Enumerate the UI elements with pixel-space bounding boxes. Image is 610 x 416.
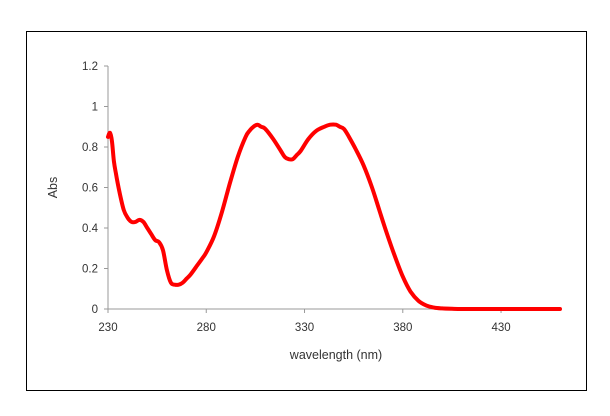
x-tick-label: 380 [393,322,412,334]
y-tick-label: 0.2 [82,264,98,276]
absorbance-chart: 0 0.2 0.4 0.6 0.8 1 1.2 230 280 330 380 430 Abs wa… [46,61,562,362]
y-tick-label: 0.8 [82,142,98,154]
x-tick-label: 230 [98,322,117,334]
x-tick-label: 330 [295,322,314,334]
y-tick-label: 0.6 [82,183,98,195]
chart-frame: 0 0.2 0.4 0.6 0.8 1 1.2 230 280 330 380 430 Abs wa… [26,31,587,391]
y-tick-label: 1 [92,102,98,114]
x-tick-label: 280 [197,322,216,334]
y-axis-title: Abs [46,177,60,199]
x-axis-title: wavelength (nm) [289,348,382,362]
y-tick-label: 0 [92,304,98,316]
x-tick-label: 430 [491,322,510,334]
absorbance-series-line [106,122,562,311]
series-layer [106,122,562,311]
x-ticks: 230 280 330 380 430 [98,309,511,334]
y-ticks: 0 0.2 0.4 0.6 0.8 1 1.2 [82,61,108,316]
y-tick-label: 0.4 [82,223,99,235]
y-tick-label: 1.2 [82,61,98,73]
axes [107,66,560,310]
